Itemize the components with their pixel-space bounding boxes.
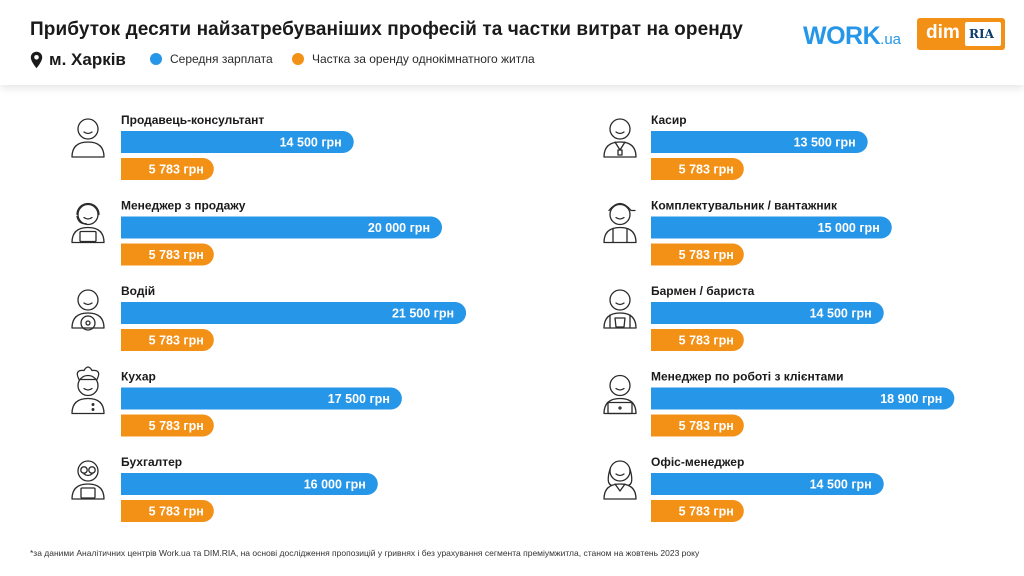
dimria-logo: dim RIA: [917, 18, 1005, 50]
profession-name: Бармен / бариста: [651, 284, 755, 298]
rent-bar: [651, 243, 744, 266]
rent-bar: [121, 500, 214, 522]
loader-icon: [603, 202, 637, 244]
rent-label: 5 783 грн: [679, 419, 734, 433]
rent-label: 5 783 грн: [679, 248, 734, 262]
workua-logo-domain: .ua: [880, 31, 902, 48]
profession-group: Кухар 17 500 грн 5 783 грн: [71, 366, 402, 437]
chef-icon: [71, 366, 105, 415]
legend-rent-label: Частка за оренду однокімнатного житла: [312, 52, 535, 66]
headset-manager-icon: [71, 202, 105, 244]
profession-group: Продавець-консультант 14 500 грн 5 783 грн: [71, 113, 354, 180]
rent-label: 5 783 грн: [149, 163, 204, 177]
salary-label: 14 500 грн: [280, 136, 342, 150]
salary-bar: [651, 387, 955, 410]
rent-label: 5 783 грн: [679, 334, 734, 348]
dimria-logo-ria: RIA: [969, 27, 994, 41]
salary-bar: [651, 216, 892, 239]
rent-label: 5 783 грн: [149, 419, 204, 433]
rent-label: 5 783 грн: [149, 505, 204, 519]
legend-salary-dot: [150, 53, 162, 65]
driver-icon: [71, 289, 105, 331]
dimria-logo-dim: dim: [926, 22, 960, 43]
salary-label: 17 500 грн: [328, 392, 390, 406]
profession-group: Менеджер по роботі з клієнтами 18 900 грн…: [603, 370, 955, 437]
rent-bar: [651, 414, 744, 437]
salary-label: 14 500 грн: [810, 478, 872, 492]
profession-name: Касир: [651, 113, 687, 127]
cashier-icon: [603, 118, 637, 158]
salary-bar: [651, 131, 868, 153]
rent-label: 5 783 грн: [679, 505, 734, 519]
header: Прибуток десяти найзатребуваніших профес…: [0, 0, 1024, 85]
profession-name: Комплектувальник / вантажник: [651, 199, 838, 213]
salary-bar: [121, 387, 402, 410]
profession-group: Бармен / бариста 14 500 грн 5 783 грн: [603, 284, 884, 351]
rent-bar: [121, 158, 214, 180]
footnote: *за даними Аналітичних центрів Work.ua т…: [30, 548, 700, 558]
profession-name: Продавець-консультант: [121, 113, 264, 127]
profession-group: Касир 13 500 грн 5 783 грн: [603, 113, 868, 180]
salary-label: 21 500 грн: [392, 307, 454, 321]
salary-label: 20 000 грн: [368, 221, 430, 235]
city-block: м. Харків: [30, 50, 126, 70]
city-label: м. Харків: [49, 50, 126, 69]
profession-name: Менеджер з продажу: [121, 199, 246, 213]
accountant-icon: [71, 460, 105, 500]
salary-label: 14 500 грн: [810, 307, 872, 321]
profession-group: Офіс-менеджер 14 500 грн 5 783 грн: [603, 455, 884, 522]
client-manager-icon: [603, 374, 637, 415]
rent-label: 5 783 грн: [149, 248, 204, 262]
rent-bar: [121, 243, 214, 266]
rent-label: 5 783 грн: [149, 334, 204, 348]
office-manager-icon: [603, 460, 637, 500]
page-title: Прибуток десяти найзатребуваніших профес…: [30, 19, 743, 40]
profession-group: Водій 21 500 грн 5 783 грн: [71, 284, 467, 351]
salary-bar: [121, 302, 467, 324]
seller-icon: [71, 118, 105, 158]
profession-name: Офіс-менеджер: [651, 455, 744, 469]
profession-name: Бухгалтер: [121, 455, 182, 469]
legend-rent-dot: [292, 53, 304, 65]
barista-icon: [603, 289, 637, 329]
salary-label: 15 000 грн: [818, 221, 880, 235]
profession-name: Водій: [121, 284, 155, 298]
workua-logo: WORK.ua: [803, 22, 901, 51]
salary-bar: [121, 216, 443, 239]
profession-group: Менеджер з продажу 20 000 грн 5 783 грн: [71, 199, 443, 266]
profession-name: Кухар: [121, 370, 156, 384]
profession-name: Менеджер по роботі з клієнтами: [651, 370, 844, 384]
rent-bar: [651, 500, 744, 522]
salary-label: 18 900 грн: [880, 392, 942, 406]
legend-salary-label: Середня зарплата: [170, 52, 273, 66]
salary-label: 16 000 грн: [304, 478, 366, 492]
profession-group: Бухгалтер 16 000 грн 5 783 грн: [71, 455, 378, 522]
rent-bar: [651, 158, 744, 180]
salary-bar: [121, 131, 354, 153]
salary-label: 13 500 грн: [794, 136, 856, 150]
salary-bar: [651, 473, 884, 495]
rent-bar: [121, 329, 214, 351]
legend-rent: Частка за оренду однокімнатного житла: [292, 52, 535, 66]
salary-bar: [651, 302, 884, 324]
salary-bar: [121, 473, 378, 495]
legend-salary: Середня зарплата: [150, 52, 273, 66]
workua-logo-main: WORK: [803, 22, 881, 50]
rent-bar: [651, 329, 744, 351]
rent-bar: [121, 414, 214, 437]
profession-group: Комплектувальник / вантажник 15 000 грн 5 …: [603, 199, 892, 266]
rent-label: 5 783 грн: [679, 163, 734, 177]
location-pin-icon: [30, 51, 43, 69]
dimria-logo-box: RIA: [965, 22, 1001, 46]
